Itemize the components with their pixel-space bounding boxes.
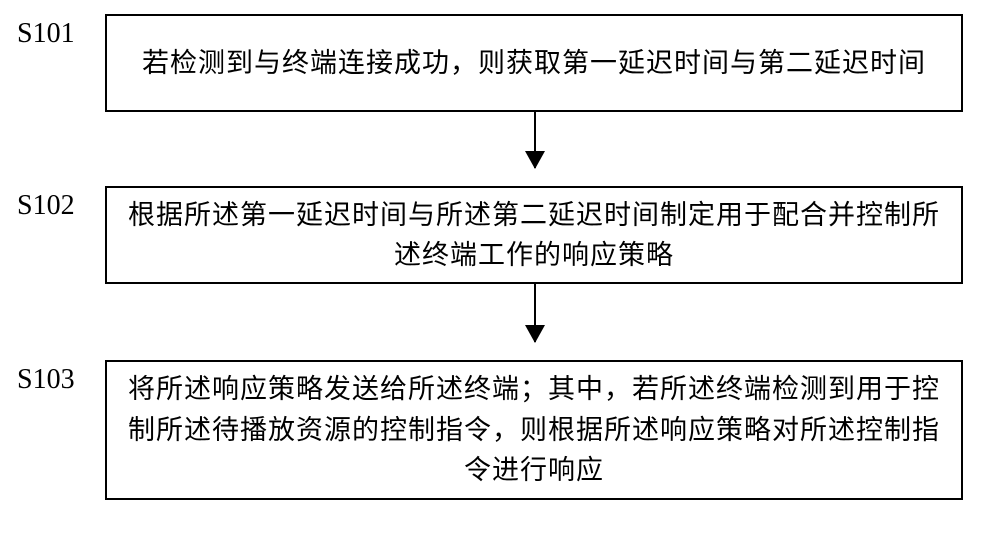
flow-step-s103: S103 [17, 360, 75, 394]
flowchart-canvas: S101 若检测到与终端连接成功，则获取第一延迟时间与第二延迟时间 S102 根… [0, 0, 1000, 541]
flow-arrow [534, 112, 536, 168]
flow-step-s101: S101 [17, 14, 75, 48]
flow-box-s103: 将所述响应策略发送给所述终端；其中，若所述终端检测到用于控制所述待播放资源的控制… [105, 360, 963, 500]
step-label: S102 [17, 186, 75, 220]
flow-box-s101: 若检测到与终端连接成功，则获取第一延迟时间与第二延迟时间 [105, 14, 963, 112]
flow-arrow [534, 284, 536, 342]
step-text: 根据所述第一延迟时间与所述第二延迟时间制定用于配合并控制所述终端工作的响应策略 [121, 195, 947, 276]
step-label: S101 [17, 14, 75, 48]
step-text: 将所述响应策略发送给所述终端；其中，若所述终端检测到用于控制所述待播放资源的控制… [121, 369, 947, 491]
step-label: S103 [17, 360, 75, 394]
flow-step-s102: S102 [17, 186, 75, 220]
flow-box-s102: 根据所述第一延迟时间与所述第二延迟时间制定用于配合并控制所述终端工作的响应策略 [105, 186, 963, 284]
step-text: 若检测到与终端连接成功，则获取第一延迟时间与第二延迟时间 [142, 43, 926, 84]
